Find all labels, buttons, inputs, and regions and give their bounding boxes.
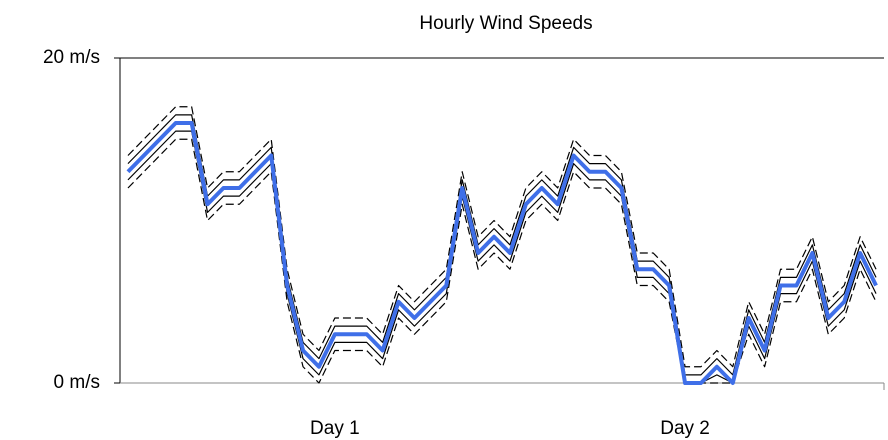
series-line bbox=[127, 114, 877, 376]
chart-title: Hourly Wind Speeds bbox=[419, 13, 592, 34]
series-line bbox=[127, 106, 877, 368]
x-tick-label: Day 2 bbox=[660, 418, 710, 439]
series-line bbox=[126, 121, 878, 385]
series-line bbox=[127, 130, 877, 384]
y-tick-label: 0 m/s bbox=[54, 372, 100, 393]
x-tick-label: Day 1 bbox=[310, 418, 360, 439]
lines bbox=[126, 106, 878, 385]
series-line bbox=[127, 138, 877, 384]
y-tick-label: 20 m/s bbox=[43, 47, 100, 68]
